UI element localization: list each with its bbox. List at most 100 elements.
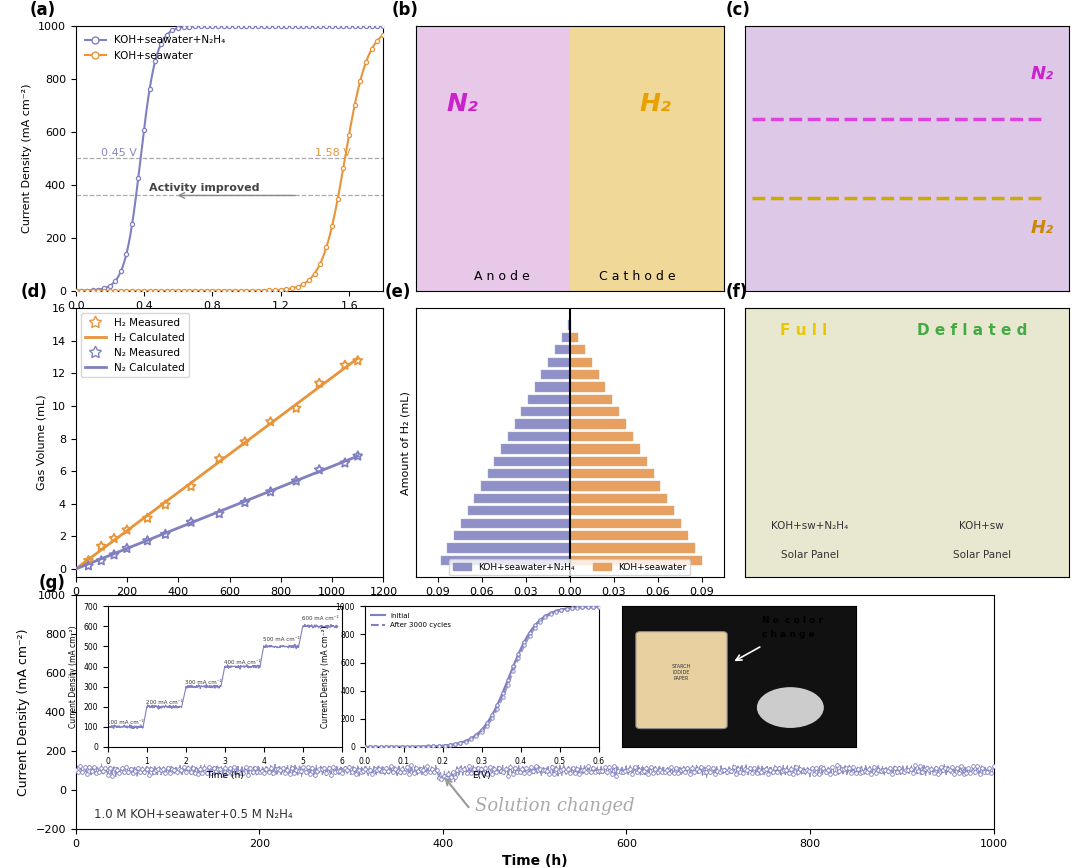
Text: Solar Panel: Solar Panel [781, 550, 839, 561]
Point [873, 764, 890, 778]
Point [492, 764, 510, 778]
Point [559, 762, 577, 776]
Point [226, 760, 243, 774]
Legend: KOH+seawater+N₂H₄, KOH+seawater: KOH+seawater+N₂H₄, KOH+seawater [81, 31, 230, 65]
Point [334, 766, 351, 780]
Bar [548, 358, 570, 367]
Point [739, 763, 756, 777]
Point [370, 762, 388, 776]
Y-axis label: Amount of H₂ (mL): Amount of H₂ (mL) [401, 391, 410, 495]
Point [590, 764, 607, 778]
Point [586, 765, 604, 779]
Point [363, 43, 380, 56]
Point [723, 764, 740, 778]
Point [303, 761, 321, 775]
Point [478, 766, 496, 780]
Point [499, 769, 516, 783]
Point [336, 358, 353, 372]
Point [804, 761, 821, 775]
Point [84, 283, 102, 297]
Point [311, 463, 328, 477]
Point [168, 765, 186, 779]
Point [700, 760, 717, 774]
Point [382, 760, 400, 773]
Point [73, 766, 91, 779]
Point [483, 767, 500, 781]
Point [536, 763, 553, 777]
Point [119, 542, 136, 556]
Point [183, 516, 200, 529]
Point [285, 766, 302, 780]
Point [135, 284, 152, 298]
Point [346, 761, 363, 775]
Point [207, 764, 225, 778]
Point [118, 247, 135, 260]
Point [238, 760, 255, 774]
Point [446, 771, 463, 785]
Point [562, 766, 579, 779]
Point [584, 761, 602, 775]
Point [175, 760, 192, 774]
Point [435, 769, 453, 783]
Point [332, 764, 349, 778]
Point [545, 767, 563, 781]
Point [240, 768, 257, 782]
Text: (d): (d) [21, 283, 48, 301]
Bar [570, 432, 633, 441]
Point [329, 765, 347, 779]
Point [456, 762, 473, 776]
Point [557, 764, 575, 778]
Point [147, 54, 164, 68]
Point [415, 763, 432, 777]
Point [464, 762, 482, 776]
Point [83, 765, 100, 779]
Point [967, 765, 984, 779]
Point [346, 19, 363, 33]
Point [112, 265, 130, 279]
Text: (g): (g) [39, 574, 66, 592]
Bar [416, 26, 570, 291]
Point [299, 760, 316, 774]
Text: 1.0 M KOH+seawater+0.5 M N₂H₄: 1.0 M KOH+seawater+0.5 M N₂H₄ [94, 808, 293, 821]
Point [67, 284, 84, 298]
Point [555, 762, 572, 776]
Point [191, 762, 208, 776]
Point [771, 761, 788, 775]
Point [195, 760, 213, 774]
Point [504, 767, 522, 781]
Point [847, 766, 864, 780]
Point [879, 764, 896, 778]
Point [399, 760, 416, 774]
Point [824, 760, 841, 774]
Text: (c): (c) [726, 2, 751, 19]
Point [311, 376, 328, 390]
Point [272, 19, 289, 33]
Point [674, 762, 691, 776]
Point [78, 284, 95, 298]
Point [886, 760, 903, 774]
Point [727, 767, 744, 781]
Point [232, 19, 249, 33]
Point [849, 762, 866, 776]
Text: (a): (a) [29, 2, 55, 19]
Point [211, 507, 228, 521]
Point [258, 762, 275, 776]
Point [329, 192, 347, 206]
Point [253, 764, 270, 778]
Point [170, 21, 187, 35]
Point [690, 765, 707, 779]
Point [944, 760, 961, 774]
Point [293, 764, 310, 778]
Bar [495, 457, 570, 466]
Text: H₂: H₂ [1030, 219, 1053, 237]
Point [440, 767, 457, 781]
Bar [528, 395, 570, 404]
Point [875, 763, 892, 777]
Point [881, 761, 899, 775]
Point [665, 766, 683, 779]
Point [474, 766, 491, 779]
Point [798, 763, 815, 777]
Point [138, 511, 157, 525]
Point [157, 766, 174, 779]
Point [352, 765, 369, 779]
